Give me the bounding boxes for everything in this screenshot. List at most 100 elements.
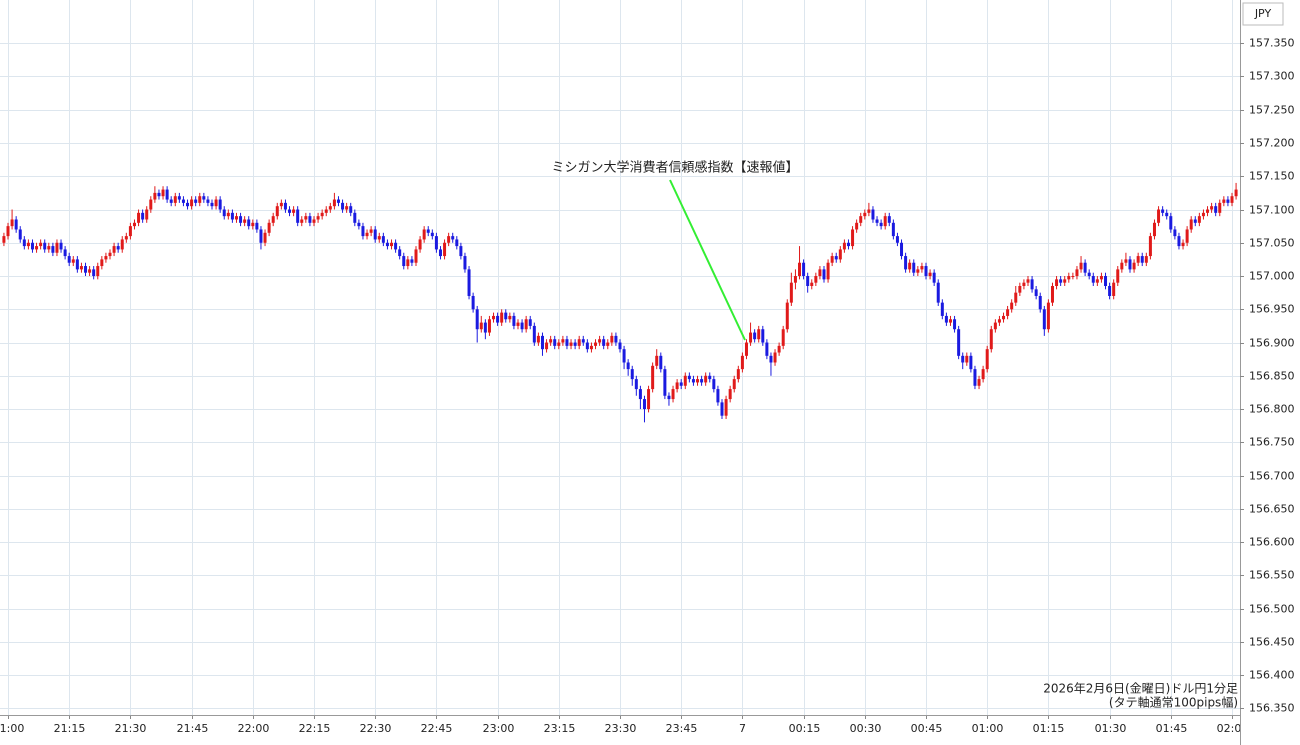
candle-body: [667, 395, 671, 400]
candle-body: [577, 339, 581, 346]
candle-body: [487, 319, 491, 333]
candle-body: [1128, 259, 1132, 270]
candle-body: [14, 219, 18, 230]
candle-body: [920, 266, 924, 270]
candle-body: [369, 229, 373, 233]
candle-body: [104, 256, 108, 260]
candle-body: [557, 342, 561, 346]
x-tick-label: 23:30: [605, 722, 637, 735]
candle-body: [390, 242, 394, 247]
candle-body: [275, 206, 279, 217]
candle-body: [675, 382, 679, 390]
candle-body: [993, 322, 997, 330]
candle-body: [438, 249, 442, 257]
candle-body: [2, 236, 6, 243]
y-tick-label: 157.000: [1249, 270, 1295, 283]
candle-body: [842, 242, 846, 250]
candle-body: [553, 339, 557, 346]
candle-body: [22, 239, 26, 247]
candle-body: [1136, 256, 1140, 263]
candle-body: [1038, 295, 1042, 310]
candle-body: [904, 256, 908, 270]
x-tick-label: 23:00: [483, 722, 515, 735]
candle-body: [239, 216, 243, 223]
candle-body: [1046, 302, 1050, 330]
candle-body: [1042, 309, 1046, 330]
candle-body: [365, 232, 369, 237]
y-axis: 156.350 156.400 156.450 156.500 156.550 156.6…: [1240, 37, 1295, 715]
x-tick-label: 22:30: [360, 722, 392, 735]
x-tick-label: 01:15: [1033, 722, 1065, 735]
candle-body: [141, 212, 145, 220]
candle-body: [647, 389, 651, 410]
candle-body: [75, 259, 79, 270]
candle-body: [206, 199, 210, 203]
x-tick-label: 23:45: [666, 722, 698, 735]
candle-body: [161, 189, 165, 197]
candle-body: [977, 379, 981, 386]
candle-body: [781, 329, 785, 346]
candle-body: [598, 339, 602, 343]
candle-body: [349, 206, 353, 213]
candle-body: [851, 229, 855, 247]
x-tick-label: 22:00: [238, 722, 270, 735]
candle-body: [1104, 276, 1108, 286]
candle-body: [1059, 279, 1063, 283]
candle-body: [606, 342, 610, 346]
candle-body: [1091, 276, 1095, 283]
candle-body: [475, 309, 479, 330]
candle-body: [426, 229, 430, 233]
candle-body: [1124, 259, 1128, 263]
candle-body: [292, 209, 296, 213]
candle-body: [234, 216, 238, 220]
candle-body: [92, 269, 96, 277]
candle-body: [696, 379, 700, 383]
candle-body: [6, 226, 10, 237]
candle-body: [434, 236, 438, 250]
y-tick-label: 156.600: [1249, 536, 1295, 549]
y-tick-label: 156.350: [1249, 702, 1295, 715]
candle-body: [761, 329, 765, 343]
candle-body: [88, 269, 92, 273]
candle-body: [1230, 196, 1234, 203]
candle-body: [671, 389, 675, 400]
candle-body: [708, 375, 712, 380]
candle-body: [1099, 276, 1103, 280]
candle-body: [806, 276, 810, 286]
candle-body: [1222, 199, 1226, 203]
candle-body: [536, 335, 540, 343]
candle-body: [394, 242, 398, 250]
candle-body: [198, 196, 202, 203]
candle-body: [924, 266, 928, 277]
candle-body: [447, 236, 451, 243]
candle-body: [679, 382, 683, 386]
candle-body: [789, 282, 793, 303]
candle-body: [1050, 286, 1054, 303]
y-tick-label: 156.500: [1249, 603, 1295, 616]
candle-body: [1157, 209, 1161, 223]
candle-body: [875, 219, 879, 223]
candle-body: [504, 312, 508, 320]
candle-body: [545, 342, 549, 350]
candle-body: [1014, 292, 1018, 303]
candle-body: [455, 239, 459, 247]
candle-body: [18, 229, 22, 240]
candle-body: [414, 249, 418, 263]
candle-body: [957, 329, 961, 356]
candle-body: [961, 355, 965, 363]
candle-body: [1197, 216, 1201, 223]
candle-body: [157, 192, 161, 197]
candle-body: [128, 226, 132, 237]
candle-body: [871, 209, 875, 220]
candle-body: [744, 342, 748, 356]
candle-body: [622, 349, 626, 363]
candle-body: [757, 329, 761, 340]
candle-body: [973, 369, 977, 386]
candle-body: [1234, 189, 1238, 197]
candle-body: [1148, 236, 1152, 257]
candle-body: [381, 236, 385, 243]
candle-body: [1169, 216, 1173, 230]
